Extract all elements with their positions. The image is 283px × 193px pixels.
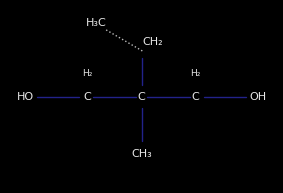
Text: HO: HO [17, 91, 34, 102]
Text: C: C [138, 91, 145, 102]
Text: H₃C: H₃C [86, 18, 107, 28]
Text: C: C [84, 91, 92, 102]
Text: C: C [191, 91, 199, 102]
Text: CH₂: CH₂ [143, 37, 163, 47]
Text: H₂: H₂ [190, 69, 200, 78]
Text: OH: OH [249, 91, 266, 102]
Text: H₂: H₂ [83, 69, 93, 78]
Text: CH₃: CH₃ [131, 149, 152, 159]
